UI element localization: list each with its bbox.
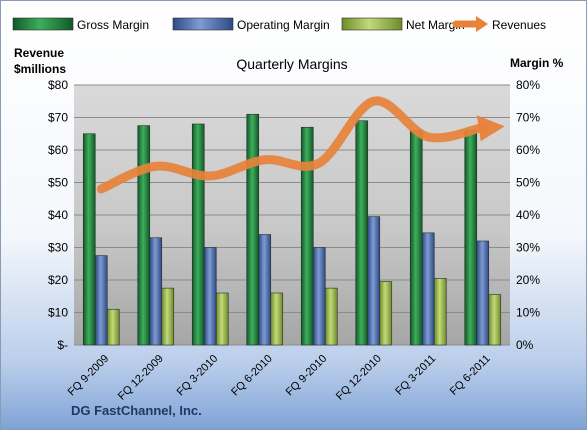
revenues-arrowhead (476, 115, 505, 142)
chart-title: Quarterly Margins (236, 56, 347, 72)
right-tick-label: 60% (516, 143, 540, 157)
legend-net-margin-label: Net Margin (406, 18, 465, 32)
net-margin-bar (379, 281, 393, 346)
left-tick-label: $60 (48, 143, 68, 157)
category-label: FQ 3-2011 (393, 353, 438, 398)
operating-margin-bar (258, 234, 272, 346)
left-tick-label: $40 (48, 208, 68, 222)
operating-margin-bar (421, 232, 435, 346)
right-tick-label: 30% (516, 241, 540, 255)
gross-margin-bar (300, 126, 314, 346)
right-axis-title: Margin % (510, 56, 564, 70)
gross-margin-bar (246, 113, 260, 346)
legend-operating-margin-label: Operating Margin (237, 18, 330, 32)
legend-gross-margin-swatch (12, 17, 74, 31)
left-tick-label: $20 (48, 273, 68, 287)
company-label: DG FastChannel, Inc. (71, 403, 202, 418)
right-tick-label: 80% (516, 78, 540, 92)
left-axis-title: Revenue (14, 46, 64, 60)
left-tick-label: $50 (48, 176, 68, 190)
legend-revenues-label: Revenues (492, 18, 546, 32)
legend-net-margin-swatch (341, 17, 403, 31)
net-margin-bar (433, 278, 447, 346)
right-tick-label: 50% (516, 176, 540, 190)
legend-gross-margin-label: Gross Margin (77, 18, 149, 32)
category-label: FQ 12-2010 (334, 353, 384, 403)
legend-revenues-arrow (476, 16, 488, 32)
left-tick-label: $80 (48, 78, 68, 92)
right-tick-label: 0% (516, 338, 534, 352)
left-tick-label: $- (57, 338, 68, 352)
operating-margin-bar (94, 255, 108, 346)
net-margin-bar (161, 287, 175, 346)
operating-margin-bar (203, 247, 217, 346)
left-tick-label: $30 (48, 241, 68, 255)
gross-margin-bar (409, 130, 423, 346)
revenues-line (96, 96, 488, 194)
gross-margin-bar (464, 130, 478, 346)
category-label: FQ 12-2009 (116, 353, 166, 403)
net-margin-bar (270, 292, 284, 346)
category-label: FQ 6-2011 (448, 353, 493, 398)
operating-margin-bar (476, 240, 490, 346)
left-tick-label: $10 (48, 306, 68, 320)
left-axis-title: $millions (14, 62, 66, 76)
category-label: FQ 9-2009 (66, 353, 112, 399)
net-margin-bar (106, 308, 120, 346)
gross-margin-bar (355, 120, 369, 346)
net-margin-bar (215, 292, 229, 346)
gross-margin-bar (191, 123, 205, 346)
operating-margin-bar (312, 247, 326, 346)
gross-margin-bar (137, 125, 151, 346)
gross-margin-bar (82, 133, 96, 346)
right-tick-label: 40% (516, 208, 540, 222)
legend-operating-margin-swatch (172, 17, 234, 31)
net-margin-bar (488, 294, 502, 346)
category-label: FQ 3-2010 (175, 353, 221, 399)
right-tick-label: 70% (516, 111, 540, 125)
right-tick-label: 10% (516, 306, 540, 320)
category-label: FQ 9-2010 (284, 353, 330, 399)
right-tick-label: 20% (516, 273, 540, 287)
operating-margin-bar (367, 216, 381, 346)
category-label: FQ 6-2010 (229, 353, 275, 399)
net-margin-bar (324, 287, 338, 346)
left-tick-label: $70 (48, 111, 68, 125)
operating-margin-bar (149, 237, 163, 346)
